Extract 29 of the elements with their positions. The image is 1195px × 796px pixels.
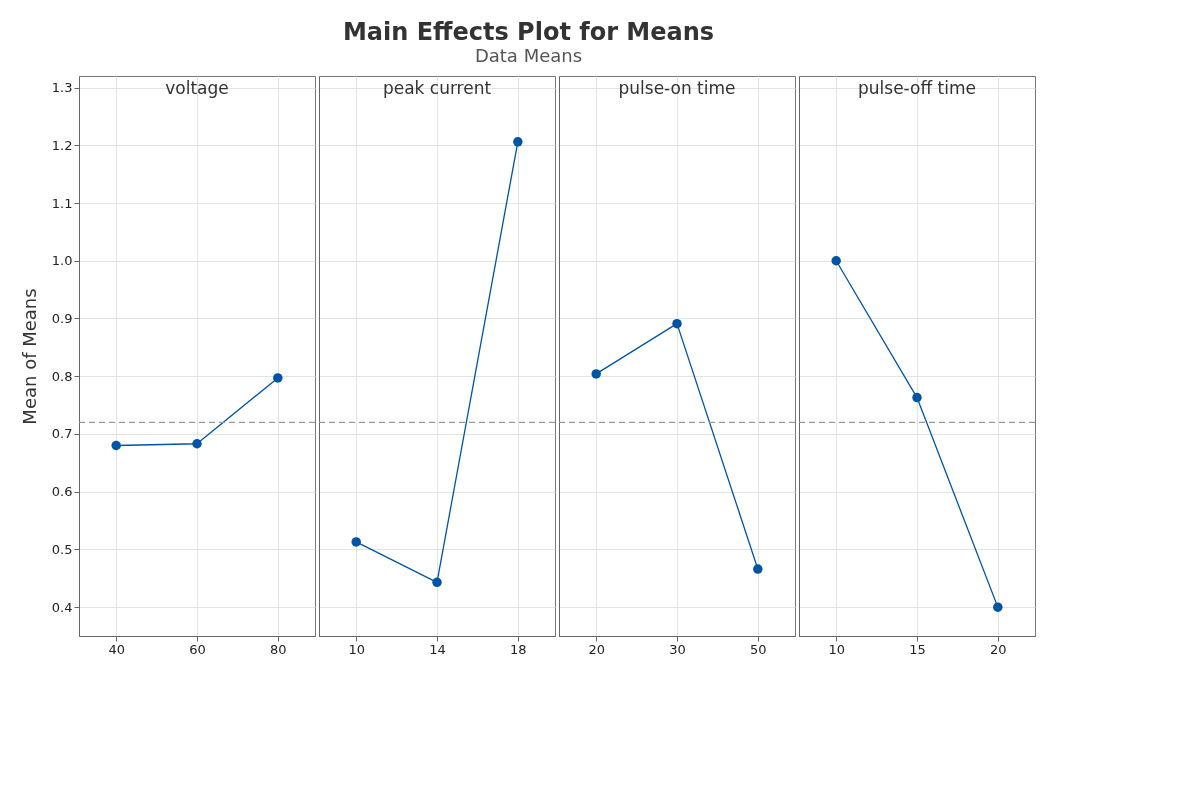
x-tick-label: 60 bbox=[189, 641, 206, 657]
y-tick-label: 1.2 bbox=[51, 137, 73, 153]
x-tick-label: 15 bbox=[909, 641, 926, 657]
x-tick-label: 10 bbox=[828, 641, 845, 657]
x-tick-label: 14 bbox=[429, 641, 446, 657]
y-tick-label: 1.0 bbox=[51, 253, 73, 269]
text: Data Means bbox=[474, 44, 583, 66]
y-tick-label: 0.4 bbox=[51, 599, 73, 615]
x-tick-label: 40 bbox=[108, 641, 125, 657]
y-tick-label: 0.5 bbox=[51, 541, 73, 557]
x-axis-title: voltage bbox=[165, 78, 229, 98]
y-tick-label: 0.9 bbox=[51, 310, 73, 326]
x-tick-label: 30 bbox=[669, 641, 686, 657]
x-axis-title: pulse-on time bbox=[618, 78, 736, 98]
x-tick-label: 20 bbox=[588, 641, 605, 657]
x-tick-label: 20 bbox=[990, 641, 1007, 657]
y-axis-title: Mean of Means bbox=[18, 288, 40, 425]
y-tick-label: 0.8 bbox=[51, 368, 73, 384]
y-tick-label: 1.1 bbox=[51, 195, 73, 211]
y-tick-label: 1.3 bbox=[51, 80, 73, 96]
x-tick-label: 80 bbox=[270, 641, 287, 657]
x-tick-label: 18 bbox=[510, 641, 527, 657]
x-axis-title: peak current bbox=[382, 78, 492, 98]
y-tick-label: 0.6 bbox=[51, 484, 73, 500]
x-tick-label: 50 bbox=[750, 641, 767, 657]
x-tick-label: 10 bbox=[348, 641, 365, 657]
y-tick-label: 0.7 bbox=[51, 426, 73, 442]
text: Main Effects Plot for Means bbox=[342, 17, 715, 46]
x-axis-title: pulse-off time bbox=[858, 78, 976, 98]
